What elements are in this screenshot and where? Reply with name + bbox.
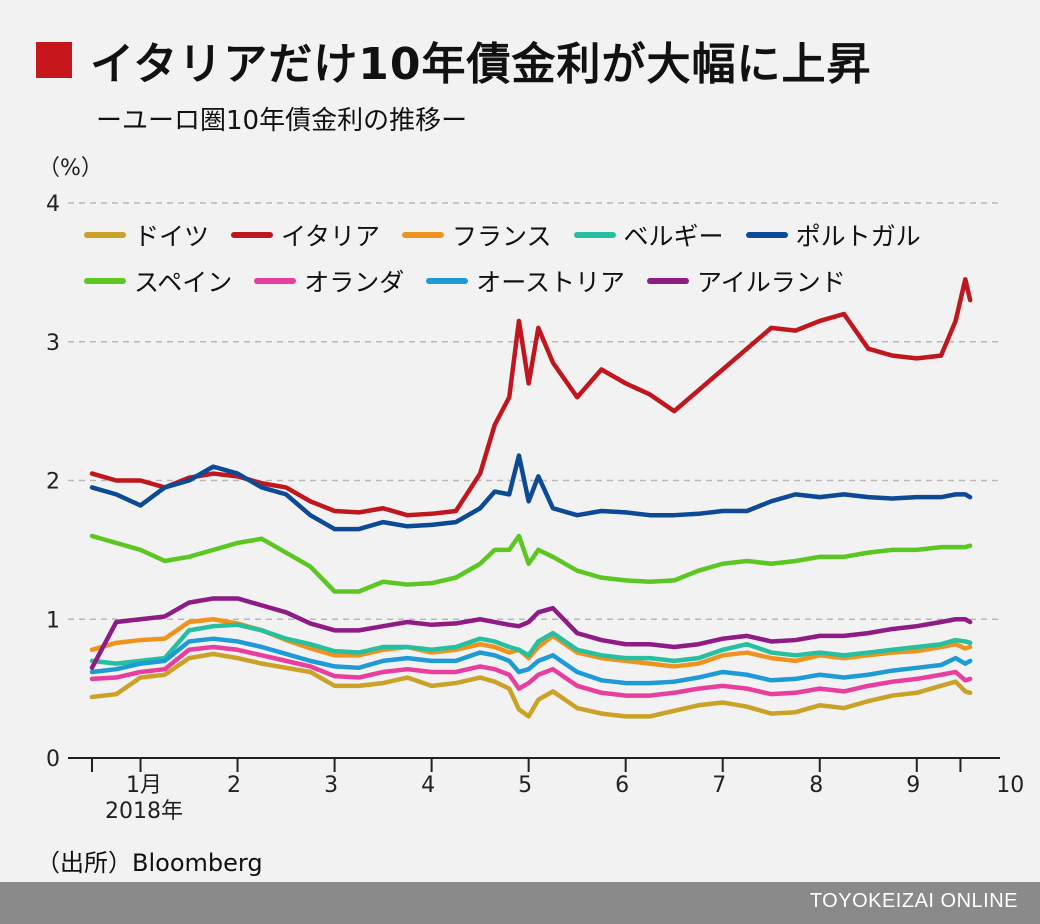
series-line-0 <box>89 651 973 719</box>
legend-swatch <box>402 232 445 238</box>
legend-label: フランス <box>452 222 552 251</box>
x-tick-label-7: 7 <box>712 773 726 798</box>
x-tick-label-10: 10 <box>996 773 1024 798</box>
chart-title: イタリアだけ10年債金利が大幅に上昇 <box>90 39 872 90</box>
x-tick-label-8: 8 <box>809 773 823 798</box>
legend-swatch <box>745 232 788 238</box>
x-tick-label-5: 5 <box>518 773 532 798</box>
legend-swatch <box>84 232 126 238</box>
series-line-7 <box>89 636 973 686</box>
x-tick-label-9: 9 <box>906 773 920 798</box>
legend-label: オランダ <box>304 268 405 297</box>
legend-row: スペイン オランダ オーストリア アイルランド <box>84 258 984 304</box>
footer-bar: TOYOKEIZAI ONLINE <box>0 882 1040 924</box>
source-note: （出所）Bloomberg <box>36 849 263 877</box>
legend-item: アイルランド <box>647 263 846 299</box>
legend-swatch <box>573 232 616 238</box>
chart-legend: ドイツ イタリア フランス ベルギー ポルトガルスペイン オランダ オーストリア アイルランド <box>84 212 984 304</box>
footer-brand: TOYOKEIZAI ONLINE <box>809 890 1018 912</box>
legend-item: ポルトガル <box>745 217 921 253</box>
y-tick-label-4: 4 <box>46 192 60 217</box>
legend-label: スペイン <box>134 268 233 297</box>
x-tick-sublabel: 2018年 <box>105 799 183 824</box>
legend-item: ドイツ <box>84 217 209 253</box>
legend-item: イタリア <box>231 217 380 253</box>
y-axis-unit-label: （%） <box>38 156 103 181</box>
legend-label: イタリア <box>281 222 381 251</box>
x-tick-label-6: 6 <box>615 773 629 798</box>
series-line-1 <box>89 277 973 518</box>
title-row: イタリアだけ10年債金利が大幅に上昇 <box>36 28 871 92</box>
legend-label: オーストリア <box>476 268 626 297</box>
y-tick-label-1: 1 <box>46 608 60 633</box>
x-tick-label-2: 2 <box>227 773 241 798</box>
x-tick-label-1月: 1月 <box>126 773 162 798</box>
legend-label: ベルギー <box>623 222 724 251</box>
y-tick-label-3: 3 <box>46 331 60 356</box>
x-tick-label-3: 3 <box>324 773 338 798</box>
title-marker-icon <box>36 42 72 78</box>
legend-swatch <box>426 278 469 284</box>
legend-swatch <box>231 232 274 238</box>
series-line-3 <box>89 622 973 666</box>
legend-item: フランス <box>402 217 552 253</box>
legend-label: ドイツ <box>134 222 210 251</box>
y-tick-label-2: 2 <box>46 470 60 495</box>
legend-swatch <box>84 278 126 284</box>
legend-item: ベルギー <box>573 217 724 253</box>
legend-item: スペイン <box>84 263 232 299</box>
legend-row: ドイツ イタリア フランス ベルギー ポルトガル <box>84 212 984 258</box>
series-line-5 <box>89 533 973 594</box>
legend-label: アイルランド <box>697 268 846 297</box>
series-line-8 <box>89 596 973 671</box>
x-tick-label-4: 4 <box>421 773 435 798</box>
series-line-4 <box>89 453 973 532</box>
series-line-6 <box>89 644 973 698</box>
legend-swatch <box>647 278 690 284</box>
legend-label: ポルトガル <box>795 222 921 251</box>
legend-item: オランダ <box>254 263 404 299</box>
y-tick-label-0: 0 <box>46 747 60 772</box>
chart-subtitle: ーユーロ圏10年債金利の推移ー <box>96 106 468 136</box>
legend-item: オーストリア <box>426 263 625 299</box>
legend-swatch <box>254 278 297 284</box>
